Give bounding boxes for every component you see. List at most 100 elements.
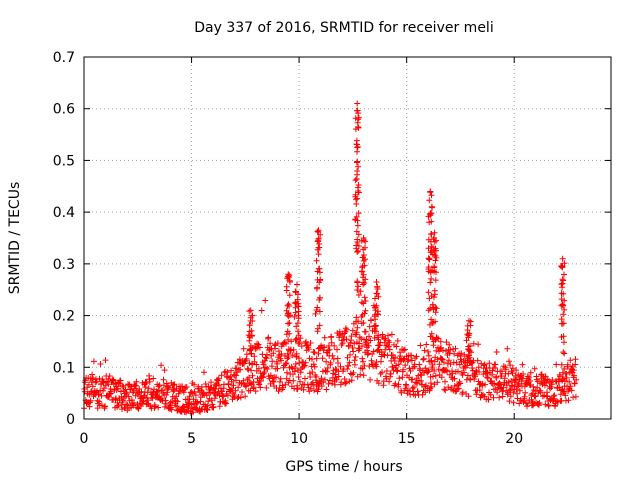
- data-point: [375, 336, 382, 343]
- data-point: [379, 369, 385, 376]
- data-point: [537, 389, 544, 396]
- data-point: [290, 377, 297, 384]
- data-point: [431, 238, 438, 245]
- data-point: [366, 323, 373, 330]
- data-point: [513, 386, 520, 393]
- data-point: [492, 361, 499, 368]
- data-point: [246, 308, 253, 315]
- data-point: [296, 339, 303, 346]
- data-point: [322, 376, 328, 383]
- x-tick-label: 15: [398, 431, 416, 447]
- data-point: [295, 328, 301, 335]
- data-point: [277, 375, 284, 382]
- data-point: [484, 375, 491, 382]
- data-point: [352, 216, 359, 223]
- data-point: [455, 368, 461, 375]
- data-point: [425, 255, 432, 262]
- data-point: [318, 383, 325, 390]
- data-point: [228, 367, 235, 374]
- data-point: [331, 381, 338, 388]
- data-point: [467, 358, 474, 365]
- data-point: [499, 368, 505, 375]
- data-point: [323, 358, 330, 365]
- data-point: [352, 177, 359, 184]
- data-point: [558, 296, 565, 303]
- data-point: [403, 382, 410, 389]
- data-point: [473, 367, 479, 374]
- data-point: [283, 283, 290, 290]
- data-point: [89, 375, 96, 381]
- data-point: [422, 389, 429, 396]
- data-point: [229, 385, 236, 392]
- y-tick-label: 0.5: [53, 153, 75, 169]
- data-point: [395, 381, 402, 388]
- data-point: [349, 344, 356, 351]
- data-point: [233, 377, 239, 384]
- data-point: [235, 384, 242, 391]
- data-point: [355, 124, 362, 131]
- data-point: [237, 394, 244, 401]
- data-point: [150, 375, 157, 382]
- data-point: [386, 378, 393, 385]
- data-point: [362, 307, 369, 314]
- data-point: [200, 390, 207, 397]
- data-point: [294, 281, 300, 288]
- data-point: [364, 351, 371, 358]
- data-point: [105, 381, 112, 388]
- data-point: [476, 369, 483, 375]
- data-point: [500, 384, 507, 391]
- data-point: [360, 235, 367, 241]
- data-point: [428, 383, 435, 390]
- data-point: [438, 374, 445, 381]
- data-point: [361, 294, 368, 301]
- data-point: [240, 345, 247, 352]
- data-point: [433, 305, 440, 312]
- data-point: [100, 387, 106, 394]
- data-point: [351, 361, 358, 368]
- data-point: [497, 381, 504, 388]
- data-point: [350, 348, 357, 355]
- data-point: [355, 283, 362, 290]
- data-point: [313, 373, 320, 380]
- data-point: [353, 213, 360, 220]
- data-point: [566, 378, 573, 385]
- data-point: [524, 403, 530, 410]
- x-tick-label: 10: [290, 431, 308, 447]
- data-point: [180, 389, 187, 396]
- data-point: [417, 342, 424, 349]
- data-point: [94, 388, 100, 395]
- data-point: [191, 388, 198, 395]
- data-point: [560, 290, 567, 297]
- data-point: [507, 362, 514, 369]
- data-point: [367, 376, 374, 383]
- data-point: [289, 352, 296, 359]
- data-point: [427, 357, 434, 364]
- data-point: [343, 326, 350, 333]
- data-point: [315, 237, 322, 243]
- data-point: [409, 385, 416, 392]
- y-tick-label: 0.2: [53, 309, 75, 325]
- data-point: [325, 342, 332, 349]
- data-point: [378, 358, 384, 365]
- data-point: [360, 372, 367, 379]
- data-point: [387, 371, 394, 377]
- data-point: [426, 256, 433, 263]
- data-point: [311, 349, 318, 356]
- data-point: [432, 304, 439, 311]
- data-point: [408, 357, 415, 364]
- data-point: [199, 389, 206, 396]
- data-point: [201, 369, 207, 376]
- data-point: [163, 380, 170, 387]
- data-point: [359, 355, 366, 362]
- data-point: [102, 403, 109, 410]
- data-points: [81, 100, 580, 417]
- data-point: [397, 358, 404, 364]
- data-point: [118, 402, 125, 408]
- data-point: [142, 380, 149, 387]
- data-point: [313, 257, 320, 264]
- data-point: [526, 374, 533, 381]
- data-point: [295, 315, 302, 322]
- data-point: [348, 377, 355, 384]
- data-point: [355, 210, 362, 217]
